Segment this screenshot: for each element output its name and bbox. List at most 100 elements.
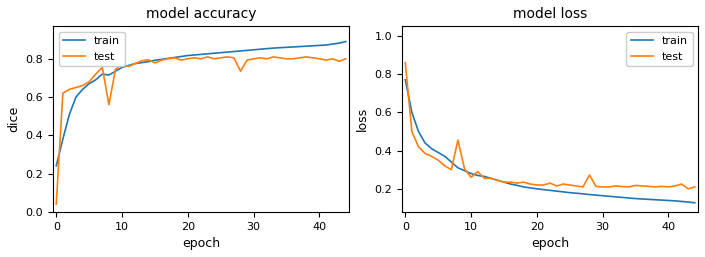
train: [592, 194, 601, 197]
test: [427, 155, 436, 158]
train: [230, 50, 238, 53]
train: [559, 190, 568, 194]
train: [78, 88, 87, 91]
test: [216, 56, 225, 59]
test: [500, 181, 508, 184]
test: [415, 145, 423, 148]
test: [203, 55, 212, 58]
test: [612, 185, 620, 188]
train: [670, 199, 679, 203]
train: [585, 193, 594, 196]
train: [72, 96, 80, 99]
train: [157, 58, 166, 61]
test: [98, 66, 106, 69]
train: [454, 166, 462, 169]
test: [565, 183, 574, 187]
train: [427, 147, 436, 150]
train: [539, 188, 548, 191]
test: [493, 179, 502, 182]
test: [486, 177, 495, 180]
train: [480, 175, 489, 178]
test: [289, 57, 298, 60]
test: [85, 80, 93, 83]
train: [651, 198, 659, 201]
train: [190, 53, 199, 57]
test: [474, 170, 482, 173]
train: [302, 45, 310, 48]
test: [506, 181, 515, 184]
test: [59, 92, 67, 95]
train: [171, 56, 179, 59]
train: [164, 57, 172, 60]
test: [546, 181, 554, 185]
train: [85, 82, 93, 85]
test: [236, 70, 245, 73]
train: [315, 44, 324, 47]
test: [401, 61, 410, 64]
train: [401, 78, 410, 81]
test: [164, 57, 172, 60]
test: [276, 56, 284, 59]
train: [500, 181, 508, 184]
train: [203, 52, 212, 55]
train: [262, 47, 271, 50]
test: [223, 55, 231, 58]
test: [151, 61, 159, 65]
test: [592, 185, 601, 188]
test: [625, 185, 633, 188]
train: [210, 52, 219, 55]
train: [474, 174, 482, 177]
train: [92, 78, 100, 81]
test: [605, 185, 613, 188]
train: [137, 61, 146, 64]
test: [78, 84, 87, 87]
test: [407, 130, 416, 133]
test: [118, 63, 126, 66]
test: [421, 152, 429, 155]
test: [295, 56, 304, 59]
train: [441, 155, 449, 158]
Title: model accuracy: model accuracy: [146, 7, 256, 21]
test: [579, 185, 587, 188]
train: [59, 137, 67, 141]
train: [256, 48, 264, 51]
train: [321, 43, 330, 47]
train: [341, 40, 350, 43]
train: [250, 48, 258, 51]
train: [216, 51, 225, 54]
train: [131, 62, 140, 65]
train: [612, 195, 620, 198]
train: [460, 169, 469, 172]
train: [486, 177, 495, 180]
train: [151, 59, 159, 62]
train: [546, 189, 554, 192]
train: [605, 195, 613, 198]
test: [92, 72, 100, 76]
test: [533, 183, 541, 187]
test: [539, 183, 548, 187]
train: [690, 201, 699, 204]
test: [309, 56, 317, 59]
test: [65, 88, 73, 91]
train: [111, 70, 120, 73]
test: [177, 59, 185, 62]
train: [269, 47, 278, 50]
train: [506, 182, 515, 186]
test: [144, 58, 152, 61]
test: [664, 185, 673, 188]
train: [282, 46, 290, 49]
train: [572, 192, 581, 195]
test: [447, 168, 455, 171]
train: [289, 45, 298, 49]
test: [467, 176, 475, 179]
train: [493, 179, 502, 182]
test: [137, 59, 146, 62]
test: [302, 55, 310, 58]
test: [454, 139, 462, 142]
train: [223, 51, 231, 54]
test: [190, 56, 199, 59]
test: [480, 177, 489, 180]
test: [269, 55, 278, 58]
test: [243, 59, 251, 62]
train: [104, 74, 113, 77]
